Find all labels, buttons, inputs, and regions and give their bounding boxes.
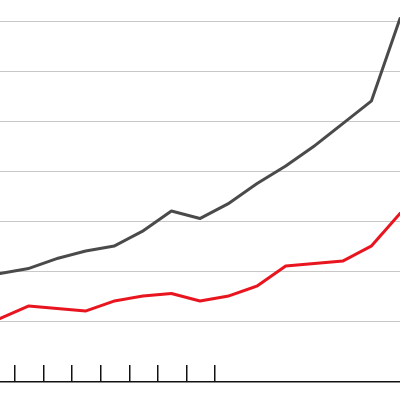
series-1-point-12: [341, 260, 344, 263]
series-1-point-7: [199, 300, 202, 303]
series-1-point-2: [56, 307, 59, 310]
series-1-point-10: [284, 265, 287, 268]
series-line-0: [0, 17, 400, 275]
series-0-point-13: [370, 100, 373, 103]
series-layer: [0, 17, 400, 320]
series-0-point-10: [284, 165, 287, 168]
gridlines: [0, 21, 400, 322]
series-0-point-1: [27, 267, 30, 270]
x-axis: [0, 365, 400, 383]
series-1-point-1: [27, 305, 30, 308]
series-0-point-11: [313, 145, 316, 148]
series-1-point-6: [170, 292, 173, 295]
series-1-point-9: [256, 285, 259, 288]
series-0-point-6: [170, 210, 173, 213]
series-1-point-4: [113, 300, 116, 303]
series-line-1: [0, 212, 400, 320]
series-0-point-5: [141, 230, 144, 233]
series-0-point-7: [199, 217, 202, 220]
series-0-point-2: [56, 257, 59, 260]
series-1-point-13: [370, 245, 373, 248]
series-1-point-8: [227, 295, 230, 298]
series-1-point-5: [141, 295, 144, 298]
series-0-point-12: [341, 122, 344, 125]
series-0-point-9: [256, 182, 259, 185]
series-1-point-3: [84, 310, 87, 313]
series-0-point-4: [113, 245, 116, 248]
series-1-point-11: [313, 262, 316, 265]
series-0-point-3: [84, 250, 87, 253]
series-0-point-8: [227, 202, 230, 205]
